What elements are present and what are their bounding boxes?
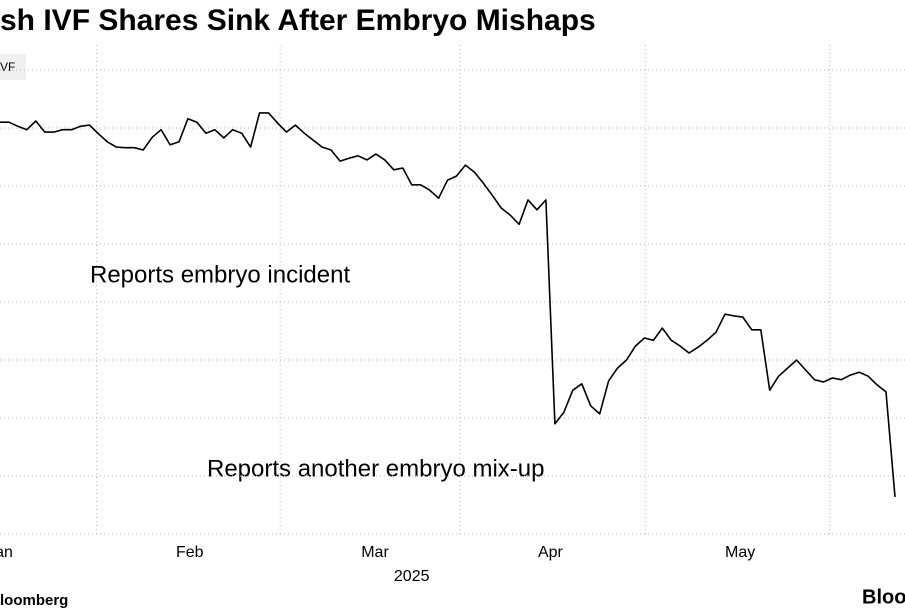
x-tick-label: an (0, 544, 13, 561)
annotation: Reports embryo incident (90, 261, 350, 288)
x-tick-label: Mar (361, 544, 389, 561)
legend-label: VF (0, 60, 15, 74)
x-axis-year: 2025 (394, 568, 430, 585)
logo: Bloo (862, 586, 905, 608)
chart-title: sh IVF Shares Sink After Embryo Mishaps (0, 4, 596, 37)
annotation: Reports another embryo mix-up (207, 455, 544, 482)
price-line (0, 112, 896, 497)
legend-box (0, 54, 26, 80)
x-tick-label: Apr (538, 544, 564, 561)
x-tick-label: Feb (176, 544, 204, 561)
source: loomberg (0, 592, 68, 609)
x-tick-label: May (725, 544, 755, 561)
